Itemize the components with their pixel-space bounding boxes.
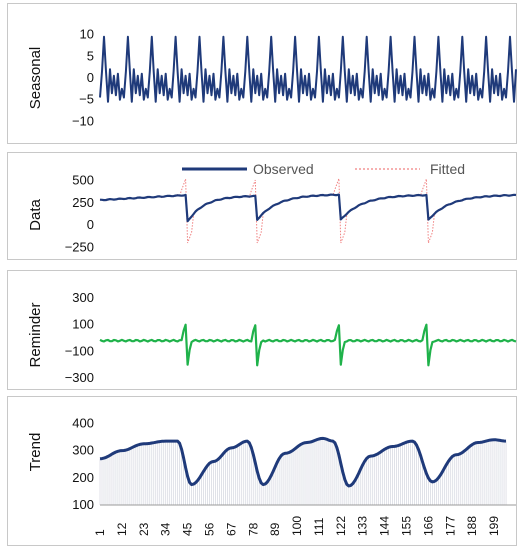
x-tick-label: 78 [246, 522, 260, 536]
reminder-ylabel: Reminder [27, 302, 44, 367]
seasonal-line [99, 35, 517, 103]
x-tick-label: 56 [202, 522, 216, 536]
x-tick-label: 133 [356, 516, 370, 536]
reminder-panel [7, 270, 517, 390]
x-tick-label: 1 [93, 529, 107, 536]
legend-observed-label: Observed [253, 161, 314, 177]
x-tick-label: 111 [312, 517, 326, 536]
seasonal-ytick-0: 10 [80, 27, 94, 42]
reminder-ytick-2: −100 [65, 343, 94, 358]
fitted-line [99, 178, 517, 244]
seasonal-ylabel: Seasonal [27, 47, 44, 110]
data-ytick-2: 0 [87, 217, 94, 232]
trend-ylabel: Trend [27, 433, 44, 472]
seasonal-ytick-2: 0 [87, 70, 94, 85]
legend-fitted-label: Fitted [430, 161, 465, 177]
data-panel [7, 152, 517, 260]
x-tick-label: 144 [378, 516, 392, 536]
trend-line [99, 436, 507, 488]
x-tick-label: 89 [268, 522, 282, 536]
data-ytick-1: 250 [72, 195, 94, 210]
reminder-ytick-3: −300 [65, 370, 94, 385]
observed-line [99, 193, 517, 223]
seasonal-ytick-3: −5 [79, 92, 94, 107]
trend-ytick-2: 200 [72, 470, 94, 485]
x-tick-label: 199 [487, 516, 501, 536]
trend-panel [7, 396, 517, 546]
reminder-ytick-1: 100 [72, 317, 94, 332]
trend-ytick-0: 400 [72, 415, 94, 430]
seasonal-ytick-1: 5 [87, 48, 94, 63]
x-tick-label: 155 [400, 516, 414, 536]
x-tick-label: 100 [290, 516, 304, 536]
x-tick-label: 23 [137, 522, 151, 536]
x-tick-label: 34 [159, 522, 173, 536]
data-ytick-3: −250 [65, 240, 94, 255]
x-tick-label: 12 [115, 522, 129, 536]
x-tick-label: 122 [334, 516, 348, 536]
x-tick-label: 188 [465, 516, 479, 536]
data-ytick-0: 500 [72, 172, 94, 187]
data-ylabel: Data [27, 199, 44, 231]
x-tick-label: 45 [181, 522, 195, 536]
x-tick-label: 67 [224, 522, 238, 536]
seasonal-ytick-4: −10 [72, 113, 94, 128]
reminder-ytick-0: 300 [72, 290, 94, 305]
x-tick-label: 177 [443, 516, 457, 536]
trend-ytick-1: 300 [72, 443, 94, 458]
reminder-line [99, 323, 517, 367]
x-tick-label: 166 [421, 516, 435, 536]
trend-ytick-3: 100 [72, 497, 94, 512]
